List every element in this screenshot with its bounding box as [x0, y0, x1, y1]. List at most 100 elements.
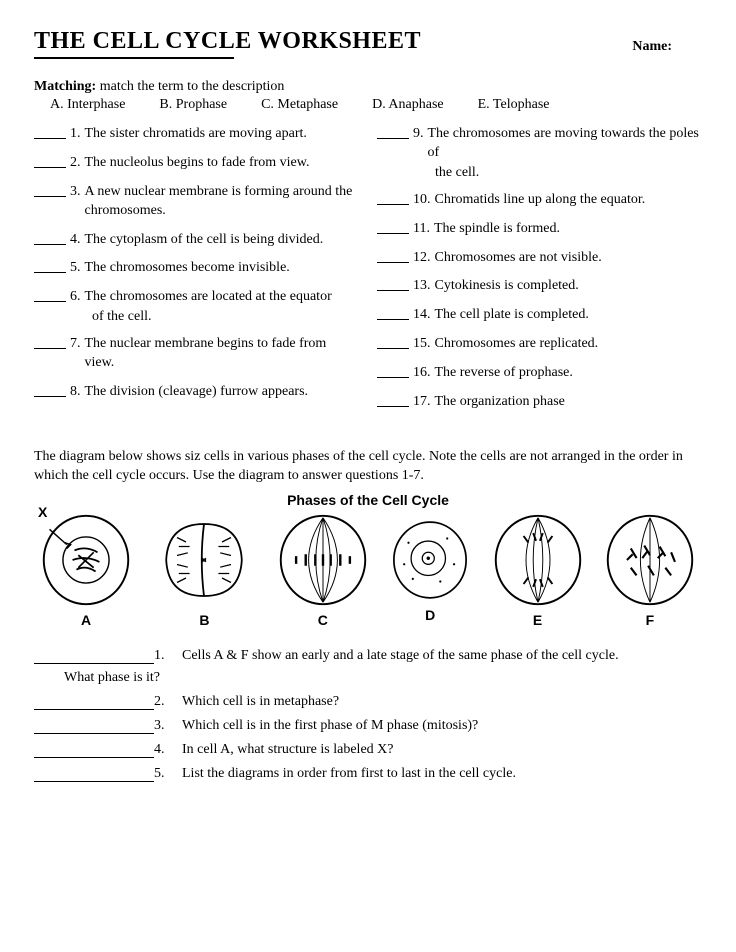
q-text: Chromosomes are not visible. [435, 249, 602, 268]
diagram-questions: 1.Cells A & F show an early and a late s… [34, 648, 702, 782]
q-num: 3. [70, 183, 81, 202]
cell-label-e: E [490, 612, 586, 628]
match-q8: 8.The division (cleavage) furrow appears… [34, 383, 359, 402]
blank[interactable] [34, 768, 154, 782]
blank[interactable] [377, 125, 409, 139]
blank[interactable] [34, 183, 66, 197]
cell-a-icon [38, 512, 134, 608]
matching-options: A. Interphase B. Prophase C. Metaphase D… [34, 97, 702, 113]
blank[interactable] [377, 249, 409, 263]
blank[interactable] [34, 231, 66, 245]
q-text: The chromosomes are located at the equat… [85, 288, 332, 307]
match-q15: 15.Chromosomes are replicated. [377, 335, 702, 354]
match-q5: 5.The chromosomes become invisible. [34, 259, 359, 278]
title-underline [34, 57, 234, 59]
matching-columns: 1.The sister chromatids are moving apart… [34, 125, 702, 422]
blank[interactable] [34, 744, 154, 758]
q-num: 3. [154, 718, 182, 734]
cell-f-icon [602, 512, 698, 608]
q-text: The nuclear membrane begins to fade from… [85, 335, 360, 373]
q-text: Chromosomes are replicated. [435, 335, 599, 354]
q-text: The cell plate is completed. [435, 306, 589, 325]
blank[interactable] [377, 277, 409, 291]
blank[interactable] [34, 720, 154, 734]
option-c: C. Metaphase [261, 97, 338, 113]
q-text: The chromosomes are moving towards the p… [428, 125, 703, 163]
dq4: 4.In cell A, what structure is labeled X… [34, 742, 702, 758]
cell-label-f: F [602, 612, 698, 628]
cell-d: D [387, 517, 473, 623]
blank[interactable] [377, 364, 409, 378]
blank[interactable] [34, 259, 66, 273]
q-num: 6. [70, 288, 81, 307]
cell-e-icon [490, 512, 586, 608]
q-num: 8. [70, 383, 81, 402]
cell-e: E [490, 512, 586, 628]
blank[interactable] [34, 288, 66, 302]
q-num: 16. [413, 364, 431, 383]
q-num: 17. [413, 393, 431, 412]
q-text: Which cell is in metaphase? [182, 694, 339, 710]
blank[interactable] [377, 191, 409, 205]
match-q16: 16.The reverse of prophase. [377, 364, 702, 383]
blank[interactable] [377, 220, 409, 234]
blank[interactable] [377, 335, 409, 349]
option-b: B. Prophase [159, 97, 227, 113]
q-text: In cell A, what structure is labeled X? [182, 742, 393, 758]
match-q1: 1.The sister chromatids are moving apart… [34, 125, 359, 144]
diagram-title: Phases of the Cell Cycle [34, 492, 702, 508]
cell-b: B [150, 512, 258, 628]
match-q7: 7.The nuclear membrane begins to fade fr… [34, 335, 359, 373]
match-q2: 2.The nucleolus begins to fade from view… [34, 154, 359, 173]
q-num: 7. [70, 335, 81, 354]
matching-heading-bold: Matching: [34, 79, 96, 94]
q6-extra: of the cell. [34, 309, 359, 325]
q-text: The reverse of prophase. [435, 364, 573, 383]
q-num: 5. [154, 766, 182, 782]
left-column: 1.The sister chromatids are moving apart… [34, 125, 359, 422]
q-text: The organization phase [435, 393, 565, 412]
q-num: 10. [413, 191, 431, 210]
x-label: X [38, 504, 47, 520]
blank[interactable] [34, 125, 66, 139]
match-q9: 9.The chromosomes are moving towards the… [377, 125, 702, 163]
match-q12: 12.Chromosomes are not visible. [377, 249, 702, 268]
dq5: 5.List the diagrams in order from first … [34, 766, 702, 782]
q9-extra: the cell. [377, 165, 702, 181]
match-q17: 17.The organization phase [377, 393, 702, 412]
q-num: 9. [413, 125, 424, 144]
matching-heading: Matching: match the term to the descript… [34, 79, 702, 95]
blank[interactable] [34, 650, 154, 664]
q-num: 4. [154, 742, 182, 758]
cell-label-b: B [150, 612, 258, 628]
option-d: D. Anaphase [372, 97, 444, 113]
worksheet-page: THE CELL CYCLE WORKSHEET Name: Matching:… [0, 0, 736, 810]
q-text: The division (cleavage) furrow appears. [85, 383, 309, 402]
q-num: 15. [413, 335, 431, 354]
q-num: 14. [413, 306, 431, 325]
q-text: List the diagrams in order from first to… [182, 766, 516, 782]
q-num: 13. [413, 277, 431, 296]
blank[interactable] [34, 335, 66, 349]
cell-a: A [38, 512, 134, 628]
dq3: 3.Which cell is in the first phase of M … [34, 718, 702, 734]
match-q10: 10.Chromatids line up along the equator. [377, 191, 702, 210]
blank[interactable] [377, 393, 409, 407]
title-block: THE CELL CYCLE WORKSHEET [34, 28, 421, 59]
cell-c: C [275, 512, 371, 628]
match-q3: 3.A new nuclear membrane is forming arou… [34, 183, 359, 221]
blank[interactable] [34, 696, 154, 710]
cell-diagram-row: X A B [34, 512, 702, 628]
match-q6: 6.The chromosomes are located at the equ… [34, 288, 359, 307]
blank[interactable] [34, 383, 66, 397]
blank[interactable] [377, 306, 409, 320]
blank[interactable] [34, 154, 66, 168]
matching-heading-rest: match the term to the description [96, 79, 284, 94]
q-text: Which cell is in the first phase of M ph… [182, 718, 478, 734]
q-text: Cells A & F show an early and a late sta… [182, 648, 619, 664]
q-text: Chromatids line up along the equator. [435, 191, 646, 210]
q-num: 1. [154, 648, 182, 664]
cell-b-icon [150, 512, 258, 608]
option-a: A. Interphase [50, 97, 125, 113]
q-num: 5. [70, 259, 81, 278]
